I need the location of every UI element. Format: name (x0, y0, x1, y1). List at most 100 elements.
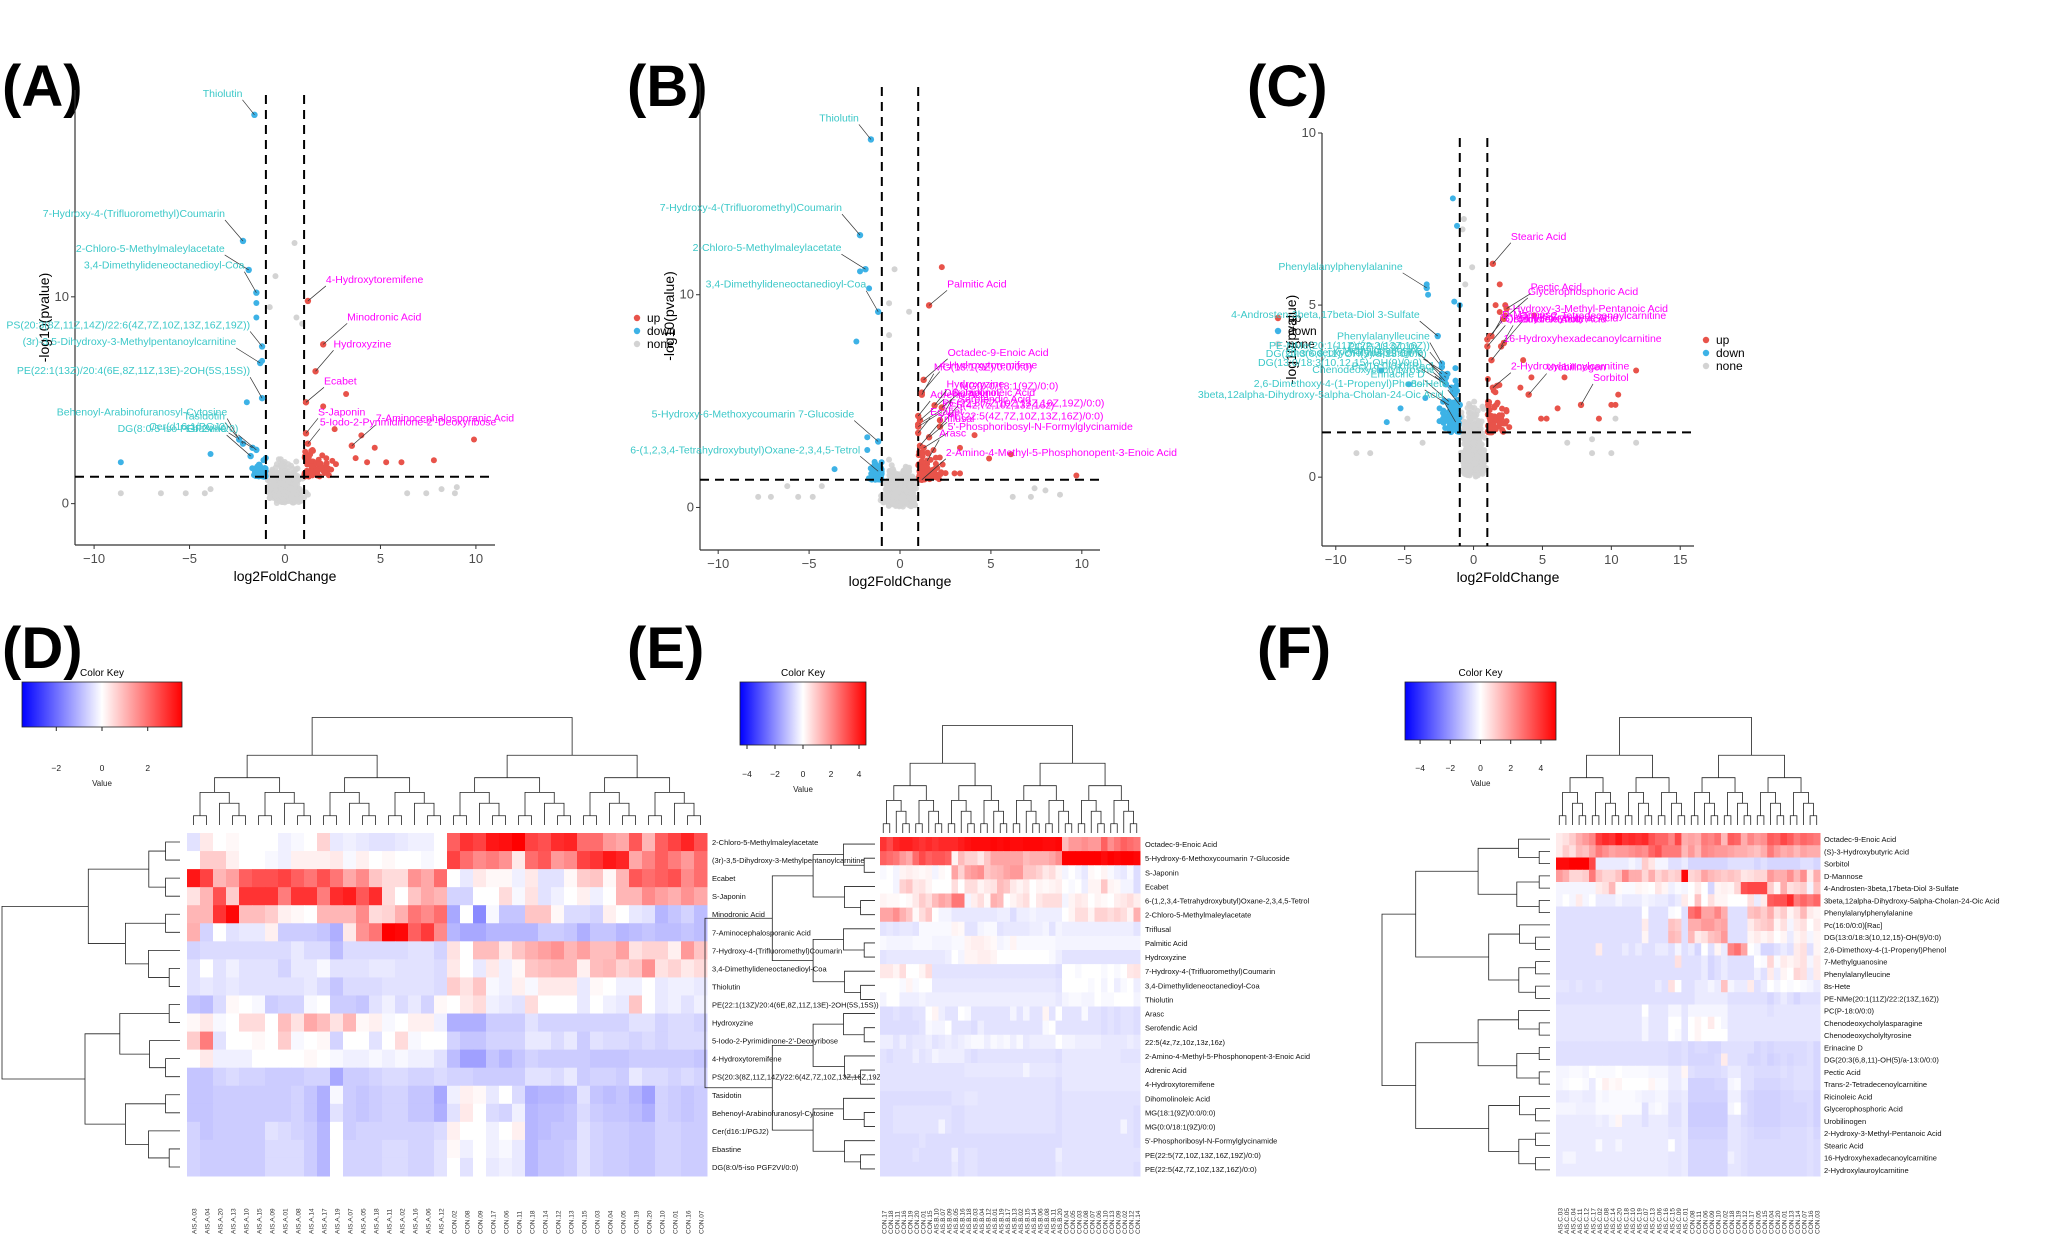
data-point-none (1469, 422, 1476, 429)
heatmap-cell (694, 995, 708, 1015)
heatmap-cell (919, 1034, 926, 1050)
heatmap-cell (919, 879, 926, 894)
heatmap-cell (1589, 931, 1597, 944)
heatmap-cell (1635, 833, 1643, 846)
heatmap-cell (1029, 1048, 1037, 1064)
heatmap-cell (317, 851, 331, 870)
dendrogram-branch (506, 754, 638, 778)
heatmap-cell (278, 995, 292, 1015)
heatmap-cell (1101, 1063, 1108, 1078)
heatmap-cell (886, 1105, 894, 1120)
heatmap-cell (938, 978, 946, 993)
row-label: 3,4-Dimethylideneoctanedioyl-Coa (712, 964, 827, 973)
heatmap-cell (1754, 943, 1762, 956)
dendrogram-branch (947, 823, 956, 833)
heatmap-cell (912, 1133, 920, 1149)
heatmap-cell (655, 1067, 669, 1087)
y-tick-label: 0 (62, 496, 69, 511)
heatmap-cell (668, 1085, 682, 1105)
heatmap-cell (538, 1085, 552, 1105)
heatmap-cell (1575, 833, 1583, 846)
heatmap-cell (1101, 978, 1108, 993)
heatmap-cell (1760, 980, 1768, 993)
dendrogram-branch (918, 799, 935, 824)
heatmap-cell (382, 869, 396, 888)
heatmap-cell (1754, 857, 1762, 871)
heatmap-cell (551, 1049, 565, 1069)
heatmap-cell (681, 833, 695, 852)
row-label: Ecabet (712, 874, 736, 883)
annotation-arrow (1492, 242, 1512, 265)
heatmap-cell (1114, 1048, 1121, 1064)
heatmap-cell (1760, 882, 1768, 895)
annotation-arrow (1489, 320, 1503, 337)
heatmap-cell (899, 879, 907, 894)
heatmap-cell (1133, 1063, 1141, 1078)
heatmap-cell (1101, 893, 1108, 909)
data-point-none (266, 495, 273, 502)
column-label: CON.19 (634, 1210, 641, 1234)
heatmap-cell (395, 851, 409, 870)
heatmap-cell (1589, 1004, 1597, 1018)
heatmap-cell (1747, 833, 1755, 846)
heatmap-cell (1589, 869, 1597, 883)
heatmap-cell (694, 833, 708, 852)
heatmap-cell (906, 964, 913, 979)
heatmap-cell (187, 1067, 201, 1087)
dendrogram-branch (557, 815, 571, 825)
heatmap-cell (1681, 943, 1689, 956)
heatmap-cell (1701, 882, 1709, 895)
heatmap-cell (1016, 865, 1024, 880)
heatmap-cell (1029, 837, 1037, 852)
heatmap-cell (551, 1139, 565, 1159)
heatmap-cell (1081, 907, 1089, 923)
heatmap-cell (239, 1031, 253, 1051)
labeled-point (1423, 284, 1430, 292)
heatmap-cell (1608, 967, 1616, 981)
heatmap-cell (990, 1063, 998, 1078)
heatmap-cell (499, 1049, 513, 1069)
heatmap-cell (899, 837, 907, 852)
heatmap-cell (945, 1105, 952, 1120)
data-point-none (1477, 421, 1484, 428)
heatmap-cell (880, 1091, 887, 1106)
heatmap-cell (369, 1121, 383, 1141)
heatmap-cell (984, 992, 991, 1007)
data-point-up (308, 447, 315, 454)
heatmap-cell (278, 887, 292, 906)
heatmap-cell (1787, 943, 1795, 956)
heatmap-cell (1721, 906, 1729, 920)
dendrogram-branch (893, 785, 927, 801)
heatmap-cell (1088, 1091, 1095, 1106)
heatmap-cell (938, 950, 946, 965)
heatmap-cell (343, 1049, 357, 1069)
heatmap-cell (343, 1085, 357, 1105)
heatmap-cell (590, 959, 604, 978)
heatmap-cell (1562, 845, 1570, 858)
heatmap-cell (1734, 894, 1742, 907)
heatmap-cell (1042, 978, 1050, 993)
heatmap-cell (1562, 882, 1570, 895)
heatmap-cell (964, 921, 972, 937)
heatmap-cell (945, 1048, 952, 1064)
heatmap-cell (252, 959, 266, 978)
heatmap-cell (899, 865, 907, 880)
heatmap-cell (616, 887, 630, 906)
heatmap-cell (925, 1077, 933, 1092)
heatmap-cell (1023, 837, 1030, 852)
heatmap-cell (213, 905, 227, 924)
heatmap-cell (1793, 980, 1801, 993)
heatmap-cell (343, 1067, 357, 1087)
heatmap-cell (1075, 837, 1082, 852)
data-point-none (280, 481, 287, 488)
point-label: 3,4-Dimethylideneoctanedioyl-Coa (706, 279, 867, 291)
heatmap-cell (1036, 1091, 1043, 1106)
heatmap-cell (1062, 1119, 1069, 1135)
heatmap-cell (1003, 950, 1011, 965)
heatmap-cell (291, 941, 305, 960)
column-label: AIS.A.10 (244, 1208, 251, 1234)
heatmap-cell (971, 950, 978, 965)
heatmap-cell (1635, 931, 1643, 944)
column-label: AIS.A.01 (283, 1208, 290, 1234)
data-point-up (1488, 422, 1495, 429)
